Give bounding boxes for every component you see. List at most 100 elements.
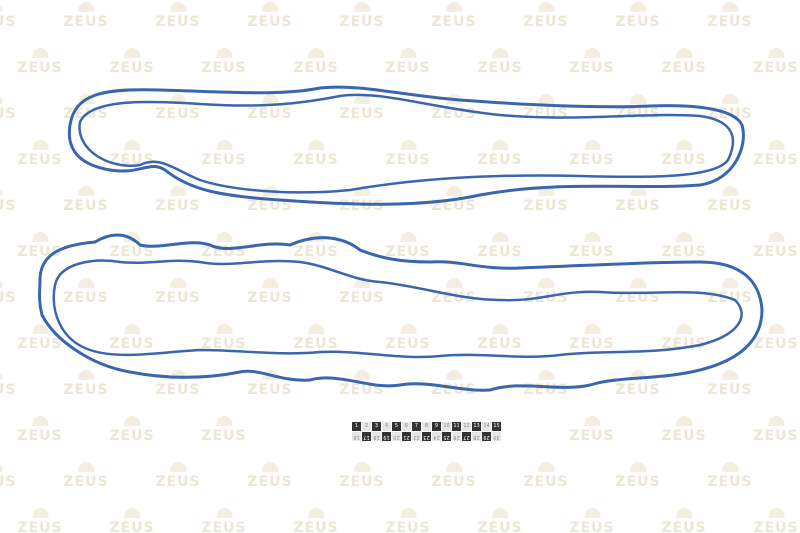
watermark-logo: ZEUS (707, 2, 753, 30)
upper-gasket-outer (67, 85, 745, 206)
watermark-logo: ZEUS (339, 462, 385, 490)
watermark-logo: ZEUS (109, 416, 155, 444)
watermark-logo: ZEUS (477, 508, 522, 533)
watermark-logo: ZEUS (385, 232, 431, 260)
watermark-logo: ZEUS (615, 370, 661, 398)
watermark-logo: ZEUS (661, 416, 707, 444)
watermark-logo: ZEUS (615, 2, 661, 30)
ruler-cell: 28 (472, 432, 481, 441)
ruler-cell: 5 (392, 422, 401, 431)
ruler-cell: 6 (402, 422, 411, 431)
watermark-logo: ZEUS (63, 278, 109, 306)
watermark-logo: ZEUS (385, 508, 430, 533)
lower-gasket-outer (38, 233, 764, 392)
watermark-logo: ZEUS (293, 324, 339, 352)
watermark-logo: ZEUS (753, 324, 799, 352)
watermark-logo: ZEUS (247, 278, 293, 306)
watermark-logo: ZEUS (293, 508, 338, 533)
watermark-logo: ZEUS (477, 48, 523, 76)
watermark-logo: ZEUS (109, 232, 155, 260)
watermark-logo: ZEUS (17, 416, 63, 444)
watermark-logo: ZEUS (477, 232, 523, 260)
ruler-cell: 1 (352, 422, 361, 431)
ruler-cell: 3 (372, 422, 381, 431)
watermark-logo: ZEUS (431, 2, 477, 30)
watermark-logo: ZEUS (615, 462, 661, 490)
watermark-logo: ZEUS (615, 94, 661, 122)
watermark-logo: ZEUS (247, 2, 293, 30)
watermark-logo: ZEUS (339, 94, 385, 122)
upper-gasket-inner (78, 93, 735, 194)
watermark-logo: ZEUS (247, 462, 293, 490)
ruler-cell: 30 (492, 432, 501, 441)
watermark-logo: ZEUS (661, 48, 707, 76)
watermark-logo: ZEUS (477, 324, 523, 352)
watermark-logo: ZEUS (63, 462, 109, 490)
ruler-cell: 9 (432, 422, 441, 431)
watermark-logo: ZEUS (339, 278, 385, 306)
watermark-logo: ZEUS (155, 278, 201, 306)
ruler-cell: 25 (442, 432, 451, 441)
ruler-cell: 10 (442, 422, 451, 431)
ruler-cell: 13 (472, 422, 481, 431)
ruler-cell: 2 (362, 422, 371, 431)
scale-ruler: 1 2 3 4 5 6 7 8 9 10 11 12 13 14 15 16 17 18 19 20 21 22 23 24 2… (352, 422, 501, 441)
ruler-cell: 4 (382, 422, 391, 431)
ruler-cell: 23 (422, 432, 431, 441)
ruler-cell: 24 (432, 432, 441, 441)
watermark-logo: ZEUS (569, 508, 614, 533)
watermark-logo: ZEUS (109, 48, 155, 76)
watermark-logo: ZEUS (707, 462, 753, 490)
watermark-logo: ZEUS (385, 324, 431, 352)
watermark-logo: ZEUS (385, 48, 431, 76)
watermark-logo: ZEUS (431, 462, 477, 490)
watermark-logo: ZEUS (569, 232, 615, 260)
watermark-logo: ZEUS (385, 140, 431, 168)
lower-gasket-inner (52, 259, 743, 359)
watermark-logo: ZEUS (0, 94, 17, 122)
ruler-cell: 21 (402, 432, 411, 441)
watermark-logo: ZEUS (753, 140, 799, 168)
watermark-logo: ZEUS (0, 186, 17, 214)
watermark-logo: ZEUS (247, 94, 293, 122)
ruler-cell: 18 (372, 432, 381, 441)
watermark-logo: ZEUS (0, 278, 17, 306)
watermark-logo: ZEUS (753, 508, 798, 533)
watermark-logo: ZEUS (569, 324, 615, 352)
watermark-logo: ZEUS (477, 140, 523, 168)
watermark-logo: ZEUS (155, 186, 201, 214)
watermark-logo: ZEUS (201, 48, 247, 76)
watermark-logo: ZEUS (293, 140, 339, 168)
ruler-cell: 19 (382, 432, 391, 441)
watermark-logo: ZEUS (569, 140, 615, 168)
watermark-logo: ZEUS (0, 2, 17, 30)
ruler-cell: 7 (412, 422, 421, 431)
watermark-logo: ZEUS (109, 324, 155, 352)
watermark-logo: ZEUS (661, 508, 706, 533)
watermark-logo: ZEUS (201, 324, 247, 352)
ruler-cell: 27 (462, 432, 471, 441)
ruler-cell: 17 (362, 432, 371, 441)
watermark-logo: ZEUS (569, 48, 615, 76)
watermark-logo: ZEUS (339, 186, 385, 214)
watermark-logo: ZEUS (753, 416, 799, 444)
watermark-logo: ZEUS (155, 370, 201, 398)
watermark-logo: ZEUS (155, 2, 201, 30)
watermark-logo: ZEUS (17, 508, 62, 533)
watermark-logo: ZEUS (109, 508, 154, 533)
watermark-logo: ZEUS (707, 370, 753, 398)
ruler-cell: 20 (392, 432, 401, 441)
ruler-cell: 14 (482, 422, 491, 431)
watermark-logo: ZEUS (0, 462, 17, 490)
watermark-logo: ZEUS (201, 416, 247, 444)
watermark-logo: ZEUS (63, 186, 109, 214)
watermark-logo: ZEUS (707, 186, 753, 214)
watermark-logo: ZEUS (523, 2, 569, 30)
watermark-logo: ZEUS (155, 462, 201, 490)
ruler-cell: 12 (462, 422, 471, 431)
watermark-logo: ZEUS (569, 416, 615, 444)
ruler-cell: 26 (452, 432, 461, 441)
